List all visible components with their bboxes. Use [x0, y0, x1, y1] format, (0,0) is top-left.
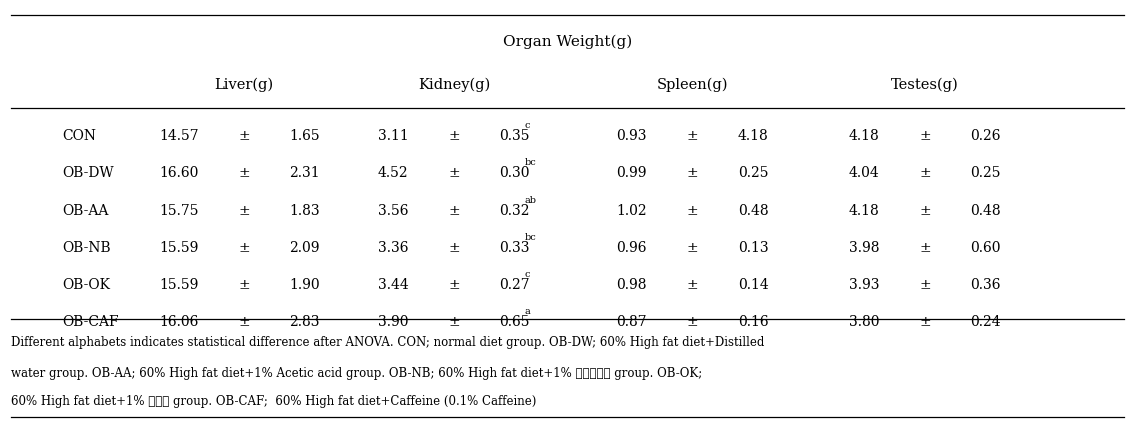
Text: ±: ± [687, 203, 698, 218]
Text: ±: ± [448, 315, 460, 330]
Text: c: c [524, 121, 530, 130]
Text: ±: ± [687, 278, 698, 292]
Text: 0.27: 0.27 [499, 278, 530, 292]
Text: ±: ± [687, 315, 698, 330]
Text: Testes(g): Testes(g) [891, 77, 959, 92]
Text: ±: ± [238, 278, 250, 292]
Text: Kidney(g): Kidney(g) [418, 77, 490, 92]
Text: 0.60: 0.60 [970, 241, 1001, 255]
Text: ±: ± [238, 315, 250, 330]
Text: bc: bc [524, 233, 536, 242]
Text: 3.90: 3.90 [378, 315, 409, 330]
Text: 0.48: 0.48 [970, 203, 1001, 218]
Text: ±: ± [919, 203, 931, 218]
Text: ±: ± [238, 241, 250, 255]
Text: ±: ± [238, 129, 250, 143]
Text: OB-OK: OB-OK [62, 278, 110, 292]
Text: 0.24: 0.24 [970, 315, 1001, 330]
Text: 4.18: 4.18 [849, 203, 880, 218]
Text: 1.02: 1.02 [616, 203, 647, 218]
Text: 4.04: 4.04 [849, 166, 880, 181]
Text: 15.59: 15.59 [159, 241, 199, 255]
Text: ±: ± [448, 129, 460, 143]
Text: 3.80: 3.80 [849, 315, 880, 330]
Text: OB-NB: OB-NB [62, 241, 111, 255]
Text: 0.65: 0.65 [499, 315, 530, 330]
Text: bc: bc [524, 158, 536, 168]
Text: 0.36: 0.36 [970, 278, 1001, 292]
Text: 4.52: 4.52 [378, 166, 409, 181]
Text: 0.32: 0.32 [499, 203, 530, 218]
Text: CON: CON [62, 129, 96, 143]
Text: 3.98: 3.98 [849, 241, 880, 255]
Text: 16.06: 16.06 [159, 315, 199, 330]
Text: 3.56: 3.56 [378, 203, 409, 218]
Text: 2.31: 2.31 [289, 166, 320, 181]
Text: ±: ± [919, 166, 931, 181]
Text: ±: ± [687, 241, 698, 255]
Text: 0.99: 0.99 [616, 166, 647, 181]
Text: 0.25: 0.25 [738, 166, 768, 181]
Text: 3.36: 3.36 [378, 241, 409, 255]
Text: 14.57: 14.57 [159, 129, 199, 143]
Text: 60% High fat diet+1% 웳식초 group. OB-CAF;  60% High fat diet+Caffeine (0.1% Caffei: 60% High fat diet+1% 웳식초 group. OB-CAF; … [11, 396, 537, 408]
Text: ±: ± [448, 278, 460, 292]
Text: 0.33: 0.33 [499, 241, 530, 255]
Text: Spleen(g): Spleen(g) [657, 77, 728, 92]
Text: ±: ± [448, 241, 460, 255]
Text: 0.35: 0.35 [499, 129, 530, 143]
Text: OB-AA: OB-AA [62, 203, 109, 218]
Text: 3.11: 3.11 [378, 129, 409, 143]
Text: ab: ab [524, 195, 537, 205]
Text: 0.16: 0.16 [738, 315, 768, 330]
Text: 0.98: 0.98 [616, 278, 647, 292]
Text: 3.93: 3.93 [849, 278, 880, 292]
Text: Liver(g): Liver(g) [215, 77, 274, 92]
Text: 3.44: 3.44 [378, 278, 409, 292]
Text: ±: ± [687, 166, 698, 181]
Text: Different alphabets indicates statistical difference after ANOVA. CON; normal di: Different alphabets indicates statistica… [11, 336, 765, 349]
Text: 1.83: 1.83 [289, 203, 320, 218]
Text: 1.90: 1.90 [289, 278, 320, 292]
Text: 0.14: 0.14 [738, 278, 768, 292]
Text: 0.93: 0.93 [616, 129, 647, 143]
Text: 0.30: 0.30 [499, 166, 530, 181]
Text: 15.59: 15.59 [159, 278, 199, 292]
Text: 0.48: 0.48 [738, 203, 768, 218]
Text: OB-DW: OB-DW [62, 166, 114, 181]
Text: ±: ± [238, 203, 250, 218]
Text: ±: ± [919, 241, 931, 255]
Text: ±: ± [448, 166, 460, 181]
Text: 2.83: 2.83 [289, 315, 320, 330]
Text: 0.26: 0.26 [970, 129, 1001, 143]
Text: ±: ± [448, 203, 460, 218]
Text: water group. OB-AA; 60% High fat diet+1% Acetic acid group. OB-NB; 60% High fat : water group. OB-AA; 60% High fat diet+1%… [11, 367, 703, 379]
Text: a: a [524, 307, 530, 316]
Text: 0.25: 0.25 [970, 166, 1001, 181]
Text: Organ Weight(g): Organ Weight(g) [503, 35, 632, 49]
Text: 0.87: 0.87 [616, 315, 647, 330]
Text: 16.60: 16.60 [159, 166, 199, 181]
Text: 0.96: 0.96 [616, 241, 647, 255]
Text: c: c [524, 270, 530, 279]
Text: 0.13: 0.13 [738, 241, 768, 255]
Text: 1.65: 1.65 [289, 129, 320, 143]
Text: 2.09: 2.09 [289, 241, 320, 255]
Text: 4.18: 4.18 [738, 129, 768, 143]
Text: ±: ± [687, 129, 698, 143]
Text: OB-CAF: OB-CAF [62, 315, 119, 330]
Text: ±: ± [919, 129, 931, 143]
Text: 15.75: 15.75 [159, 203, 199, 218]
Text: ±: ± [919, 315, 931, 330]
Text: ±: ± [919, 278, 931, 292]
Text: ±: ± [238, 166, 250, 181]
Text: 4.18: 4.18 [849, 129, 880, 143]
